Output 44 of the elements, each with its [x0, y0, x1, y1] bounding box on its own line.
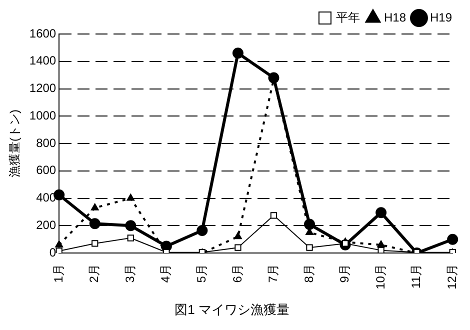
x-tick-label: 9月 — [338, 264, 352, 283]
x-tick-label: 8月 — [302, 264, 316, 283]
point — [196, 224, 208, 236]
point — [234, 244, 242, 251]
point — [232, 48, 244, 59]
point — [56, 248, 62, 254]
x-tick-label: 12月 — [444, 264, 459, 290]
x-tick-label: 5月 — [194, 264, 208, 283]
point — [89, 218, 100, 230]
point — [90, 203, 99, 210]
legend-label: H19 — [430, 10, 452, 24]
legend-label: H18 — [384, 10, 406, 24]
point — [304, 218, 316, 230]
point — [270, 212, 278, 219]
point — [92, 240, 98, 247]
y-tick-label: 200 — [36, 218, 56, 232]
point — [447, 234, 458, 245]
x-tick-label: 1月 — [51, 264, 66, 283]
point — [126, 194, 135, 201]
point — [306, 244, 313, 251]
y-tick-label: 0 — [49, 245, 56, 260]
point — [55, 240, 64, 248]
point — [378, 246, 384, 254]
x-tick-label: 7月 — [266, 264, 280, 283]
text: 図1 マイワシ漁獲量 — [174, 302, 290, 317]
x-tick-label: 11月 — [409, 264, 424, 289]
legend-label: 平年 — [336, 10, 360, 24]
x-tick-label: 6月 — [230, 264, 244, 283]
y-tick-label: 1600 — [29, 26, 56, 40]
y-tick-label: 600 — [36, 163, 56, 178]
point — [376, 207, 387, 218]
y-tick-label: 1200 — [29, 81, 56, 96]
point — [125, 220, 136, 232]
point — [377, 240, 386, 248]
y-tick-label: 800 — [36, 136, 56, 150]
x-tick-label: 3月 — [122, 264, 137, 283]
x-tick-label: 4月 — [158, 264, 173, 283]
x-tick-label: 10月 — [373, 264, 388, 290]
point — [127, 234, 134, 242]
y-tick-label: 1400 — [29, 54, 56, 68]
point — [234, 232, 242, 240]
y-tick-label: 1000 — [29, 108, 56, 122]
x-tick-label: 2月 — [87, 264, 102, 283]
y-axis-title: 漁獲量(トン) — [8, 110, 22, 178]
